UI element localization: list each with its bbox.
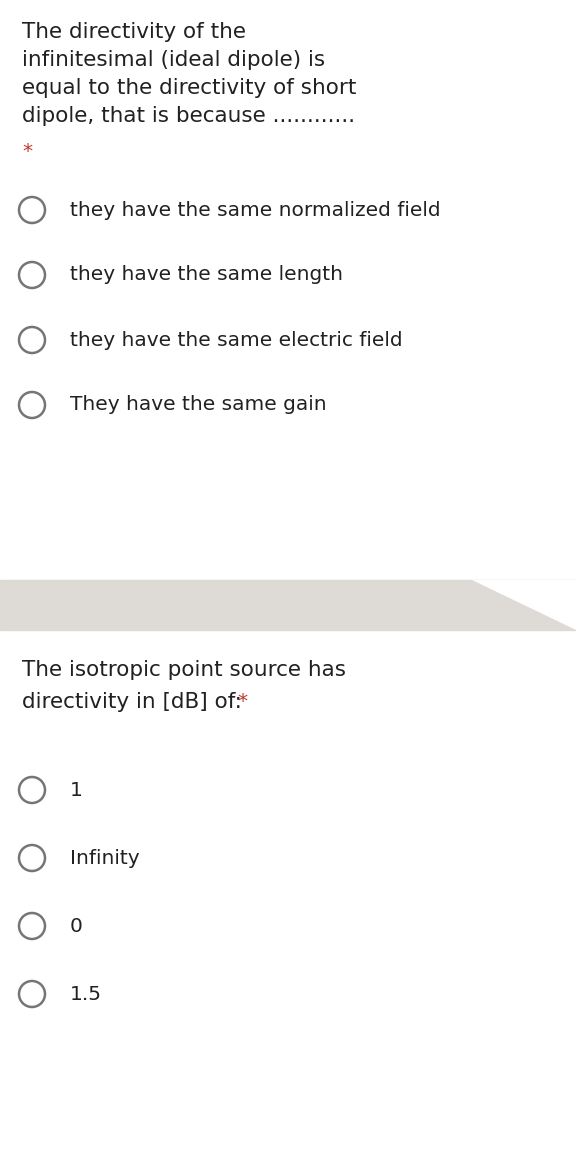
Text: they have the same electric field: they have the same electric field bbox=[70, 331, 403, 349]
Circle shape bbox=[19, 913, 45, 939]
Circle shape bbox=[19, 327, 45, 353]
Circle shape bbox=[19, 392, 45, 418]
Text: They have the same gain: They have the same gain bbox=[70, 396, 327, 414]
Text: *: * bbox=[22, 142, 32, 161]
Text: 1: 1 bbox=[70, 780, 83, 800]
Circle shape bbox=[19, 262, 45, 288]
Text: 1.5: 1.5 bbox=[70, 985, 102, 1003]
Text: *: * bbox=[237, 692, 247, 711]
Circle shape bbox=[19, 981, 45, 1007]
Circle shape bbox=[19, 845, 45, 871]
Text: The isotropic point source has: The isotropic point source has bbox=[22, 659, 346, 680]
Circle shape bbox=[19, 197, 45, 223]
Polygon shape bbox=[472, 580, 576, 630]
Text: 0: 0 bbox=[70, 916, 83, 936]
Text: Infinity: Infinity bbox=[70, 849, 139, 867]
Text: The directivity of the: The directivity of the bbox=[22, 22, 246, 42]
Text: infinitesimal (ideal dipole) is: infinitesimal (ideal dipole) is bbox=[22, 50, 325, 70]
Text: they have the same normalized field: they have the same normalized field bbox=[70, 201, 441, 219]
Circle shape bbox=[19, 777, 45, 803]
Text: equal to the directivity of short: equal to the directivity of short bbox=[22, 78, 357, 98]
Text: directivity in [dB] of:: directivity in [dB] of: bbox=[22, 692, 249, 712]
Text: they have the same length: they have the same length bbox=[70, 266, 343, 284]
Text: dipole, that is because ............: dipole, that is because ............ bbox=[22, 106, 355, 127]
Bar bbox=[0, 580, 576, 630]
